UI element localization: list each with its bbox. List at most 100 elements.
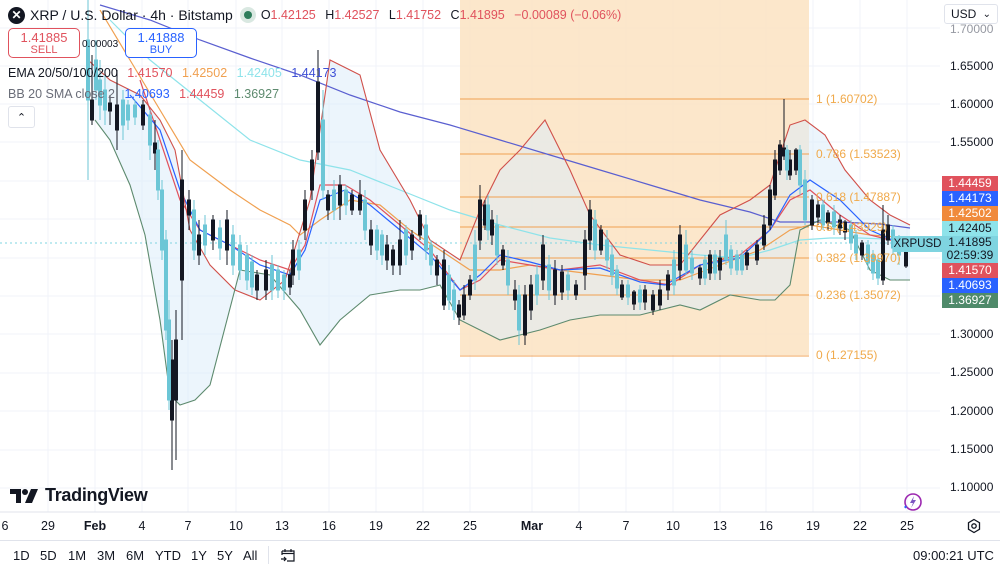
time-label: 16 (759, 519, 773, 533)
low-label: L (388, 8, 396, 22)
bottom-toolbar (0, 540, 1000, 569)
candlesticks (86, 0, 908, 470)
fib-level-label: 0.5 (1.43929) (816, 220, 888, 234)
ema-50-value: 1.42502 (181, 66, 228, 80)
range-6m-button[interactable]: 6M (126, 548, 145, 563)
range-1d-button[interactable]: 1D (13, 548, 30, 563)
time-label: 13 (713, 519, 727, 533)
fib-level-label: 0 (1.27155) (816, 348, 878, 362)
chart-canvas[interactable] (0, 0, 1000, 540)
range-1y-button[interactable]: 1Y (191, 548, 207, 563)
bb-upper-line (87, 59, 911, 301)
ema-20-value: 1.41570 (127, 66, 173, 80)
currency-selector[interactable]: USD ⌄ (944, 4, 998, 24)
bb-upper-tag: 1.44459 (942, 176, 998, 191)
time-label: 22 (416, 519, 430, 533)
chevron-down-icon: ⌄ (982, 8, 991, 20)
ema-50-tag: 1.42502 (942, 206, 998, 221)
time-label: 13 (275, 519, 289, 533)
ema-100-value: 1.42405 (236, 66, 282, 80)
ema-200-tag: 1.44173 (942, 191, 998, 206)
open-label: O (260, 8, 271, 22)
fib-level-label: 0.236 (1.35072) (816, 288, 901, 302)
current-price: 1.41895 (948, 235, 992, 249)
time-label: 19 (369, 519, 383, 533)
buy-label: BUY (149, 44, 173, 56)
bb-upper-value: 1.44459 (179, 87, 225, 101)
high-label: H (325, 8, 335, 22)
time-label: 6 (1, 519, 9, 533)
bb-label: BB 20 SMA close 2 (8, 87, 116, 101)
price-label: 1.55000 (950, 135, 994, 149)
tradingview-logo[interactable]: TradingView (10, 485, 148, 506)
ema-50-line (99, 9, 911, 281)
price-label: 1.60000 (950, 97, 994, 111)
sell-price: 1.41885 (20, 30, 68, 45)
utc-clock[interactable]: 09:00:21 UTC (913, 548, 994, 563)
tradingview-logo-icon (10, 488, 38, 503)
tradingview-wordmark: TradingView (45, 485, 148, 505)
sell-label: SELL (30, 44, 58, 56)
price-label: 1.65000 (950, 59, 994, 73)
range-all-button[interactable]: All (243, 548, 258, 563)
open-value: 1.42125 (270, 8, 316, 22)
range-3m-button[interactable]: 3M (97, 548, 116, 563)
fib-level-label: 0.618 (1.47887) (816, 190, 901, 204)
bb-basis-line (129, 94, 911, 291)
high-value: 1.42527 (334, 8, 380, 22)
time-label: 7 (622, 519, 630, 533)
bar-countdown: 02:59:39 (946, 248, 994, 262)
ema-200-value: 1.44173 (291, 66, 337, 80)
time-label: 4 (138, 519, 146, 533)
calendar-arrow-icon[interactable] (279, 546, 297, 564)
buy-button[interactable]: 1.41888 BUY (125, 28, 197, 58)
bb-basis-tag: 1.40693 (942, 278, 998, 293)
market-status-dot[interactable] (243, 11, 252, 19)
symbol-title[interactable]: XRP / U.S. Dollar · 4h · Bitstamp (30, 7, 233, 23)
time-label: 10 (229, 519, 243, 533)
price-label: 1.15000 (950, 442, 994, 456)
sell-button[interactable]: 1.41885 SELL (8, 28, 80, 58)
buy-price: 1.41888 (137, 30, 185, 45)
chevron-up-icon: ⌃ (16, 111, 27, 124)
collapse-legend-button[interactable]: ⌃ (8, 106, 35, 128)
fib-level-label: 0.786 (1.53523) (816, 147, 901, 161)
x-logo-icon: ✕ (8, 6, 25, 24)
price-label: 1.10000 (950, 480, 994, 494)
bb-lower-tag: 1.36927 (942, 293, 998, 308)
ema-20-tag: 1.41570 (942, 263, 998, 278)
ema-legend[interactable]: EMA 20/50/100/200 1.41570 1.42502 1.4240… (8, 66, 343, 80)
time-label: 7 (184, 519, 192, 533)
time-label: 25 (900, 519, 914, 533)
fib-level-label: 0.382 (1.39970) (816, 251, 901, 265)
bb-legend[interactable]: BB 20 SMA close 2 1.40693 1.44459 1.3692… (8, 87, 285, 101)
chart-settings-icon[interactable] (966, 518, 982, 534)
lightning-badge-icon[interactable] (900, 491, 924, 515)
ema-100-tag: 1.42405 (942, 221, 998, 236)
range-5d-button[interactable]: 5D (40, 548, 57, 563)
range-5y-button[interactable]: 5Y (217, 548, 233, 563)
range-1m-button[interactable]: 1M (68, 548, 87, 563)
symbol-legend[interactable]: ✕ XRP / U.S. Dollar · 4h · Bitstamp O1.4… (8, 5, 627, 25)
ohlc-values: O1.42125 H1.42527 L1.41752 C1.41895 −0.0… (261, 8, 627, 22)
time-label: Mar (520, 519, 544, 533)
time-label: 22 (853, 519, 867, 533)
time-label: 29 (41, 519, 55, 533)
range-ytd-button[interactable]: YTD (155, 548, 181, 563)
bb-basis-value: 1.40693 (124, 87, 170, 101)
time-label: 4 (575, 519, 583, 533)
bb-lower-line (94, 119, 910, 406)
symbol-price-tag: XRPUSD (893, 236, 942, 252)
price-label: 1.70000 (950, 22, 994, 36)
spread-value: 0.00003 (82, 39, 119, 50)
change-value: −0.00089 (−0.06%) (514, 8, 622, 22)
fib-level-label: 1 (1.60702) (816, 92, 878, 106)
current-price-tag: 1.41895 02:59:39 (942, 236, 998, 263)
ema-100-line (109, 19, 911, 259)
currency-value: USD (951, 7, 977, 21)
price-label: 1.25000 (950, 365, 994, 379)
price-label: 1.20000 (950, 404, 994, 418)
ema-label: EMA 20/50/100/200 (8, 66, 118, 80)
time-label: 25 (463, 519, 477, 533)
close-value: 1.41895 (459, 8, 505, 22)
